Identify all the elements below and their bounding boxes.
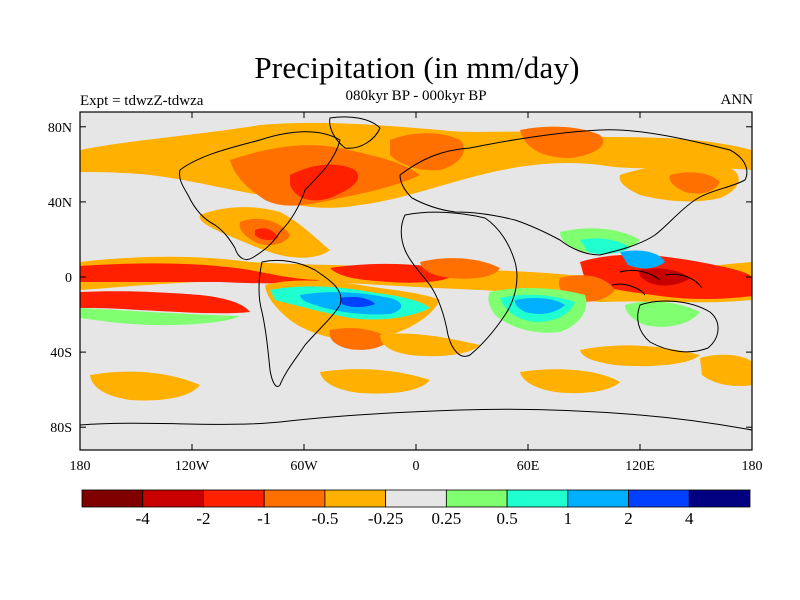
coast-australia bbox=[637, 300, 719, 353]
coast-north-america bbox=[179, 131, 341, 261]
precip-field bbox=[80, 122, 752, 401]
colorbar-swatch bbox=[688, 489, 751, 508]
lat-tick-label: 40N bbox=[48, 196, 72, 211]
colorbar-label: -0.25 bbox=[368, 509, 403, 528]
colorbar-swatch bbox=[263, 489, 326, 508]
anomaly-gulf-deep bbox=[255, 228, 278, 241]
longitude-ticks: 180 120W 60W 0 60E 120E 180 bbox=[70, 112, 763, 474]
anomaly-southern-ocean-3 bbox=[520, 369, 620, 394]
anomaly-south-pacific-red bbox=[80, 291, 250, 314]
plot-subtitle: 080kyr BP - 000kyr BP bbox=[345, 88, 487, 104]
colorbar-swatch bbox=[567, 489, 629, 508]
lon-tick-label: 60W bbox=[290, 459, 318, 474]
coastlines bbox=[80, 116, 752, 431]
colorbar-swatch bbox=[324, 489, 387, 508]
colorbar-swatch bbox=[142, 489, 204, 508]
colorbar-swatch bbox=[203, 489, 265, 508]
colorbar-swatch bbox=[506, 489, 569, 508]
colorbar-label: 2 bbox=[624, 509, 633, 528]
anomaly-southern-ocean-2 bbox=[320, 369, 430, 394]
colorbar-label: 0.25 bbox=[431, 509, 461, 528]
colorbar-swatch bbox=[385, 489, 447, 508]
anomaly-australia-green bbox=[625, 301, 700, 327]
colorbar-label: 1 bbox=[564, 509, 573, 528]
experiment-label: Expt = tdwzZ-tdwza bbox=[80, 93, 204, 109]
lat-tick-label: 0 bbox=[65, 271, 72, 286]
lon-tick-label: 0 bbox=[413, 459, 420, 474]
anomaly-africa-red bbox=[420, 258, 500, 279]
season-label: ANN bbox=[720, 92, 754, 108]
coast-africa bbox=[400, 211, 518, 357]
anomaly-amazon-deep bbox=[340, 296, 375, 307]
colorbar-label: -0.5 bbox=[311, 509, 338, 528]
colorbar-label: 4 bbox=[685, 509, 694, 528]
latitude-ticks: 80N 40N 0 40S 80S bbox=[48, 121, 752, 436]
colorbar-label: -2 bbox=[196, 509, 210, 528]
lat-tick-label: 80N bbox=[48, 121, 72, 136]
coast-greenland bbox=[329, 116, 381, 149]
lon-tick-label: 180 bbox=[70, 459, 91, 474]
lon-tick-label: 60E bbox=[517, 459, 540, 474]
coast-antarctica bbox=[80, 408, 752, 431]
lon-tick-label: 120W bbox=[175, 459, 210, 474]
anomaly-southern-ocean-1 bbox=[90, 371, 200, 401]
colorbar-label: 0.5 bbox=[496, 509, 517, 528]
anomaly-africa-blue bbox=[514, 297, 565, 314]
colorbar-swatch bbox=[628, 489, 690, 508]
colorbar-labels: -4 -2 -1 -0.5 -0.25 0.25 0.5 1 2 4 bbox=[136, 509, 694, 528]
lat-tick-label: 40S bbox=[50, 346, 72, 361]
colorbar bbox=[81, 489, 751, 508]
colorbar-swatch bbox=[445, 489, 508, 508]
anomaly-siberia-red bbox=[520, 126, 604, 158]
anomaly-south-pacific-green bbox=[80, 308, 240, 326]
lat-tick-label: 80S bbox=[50, 421, 72, 436]
anomaly-indochina-blue bbox=[620, 250, 665, 269]
anomaly-east-asia-red bbox=[669, 172, 720, 194]
colorbar-label: -1 bbox=[257, 509, 271, 528]
anomaly-scandinavia bbox=[390, 133, 464, 171]
lon-tick-label: 180 bbox=[742, 459, 763, 474]
coast-south-america bbox=[258, 259, 342, 387]
coast-eurasia bbox=[399, 129, 748, 256]
plot-title: Precipitation (in mm/day) bbox=[254, 50, 580, 85]
anomaly-southern-ocean-4 bbox=[700, 354, 752, 387]
anomaly-southern-indian-orange bbox=[580, 345, 700, 367]
anomaly-itcz-core bbox=[80, 263, 320, 284]
anomaly-south-america-red bbox=[329, 328, 390, 350]
lon-tick-label: 120E bbox=[625, 459, 655, 474]
anomaly-nh-red-2 bbox=[290, 164, 359, 201]
colorbar-label: -4 bbox=[136, 509, 151, 528]
anomaly-maritime-deep bbox=[639, 268, 690, 286]
coast-maritime-islands bbox=[611, 269, 703, 296]
colorbar-swatch bbox=[81, 489, 144, 508]
